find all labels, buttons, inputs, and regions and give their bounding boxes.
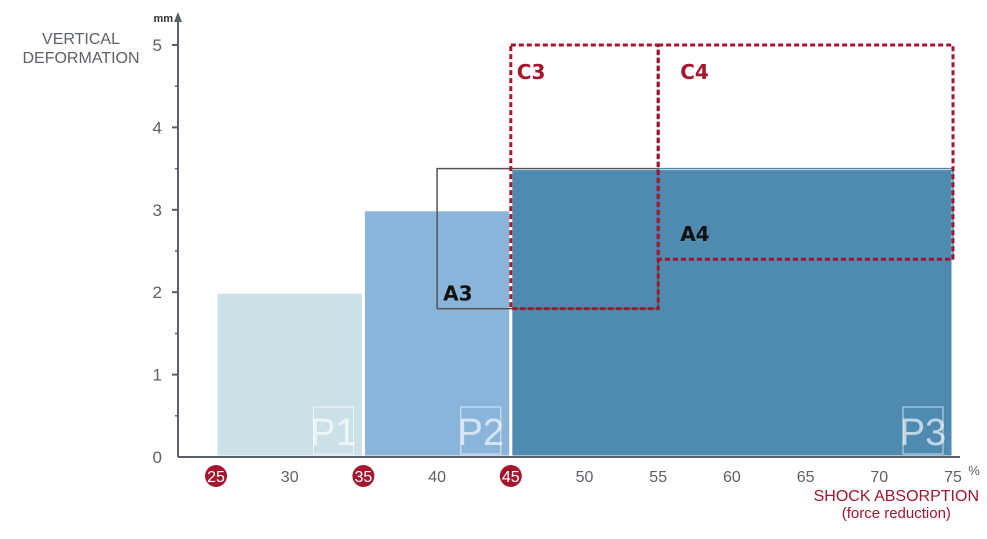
y-axis-title-line-1: VERTICAL <box>42 31 120 48</box>
region-c4-label: C4 <box>680 60 709 84</box>
x-tick-label-40: 40 <box>428 469 446 486</box>
y-tick-label-2: 2 <box>153 283 162 302</box>
x-tick-highlight-35 <box>352 465 375 487</box>
x-tick-label-25: 25 <box>207 469 225 486</box>
axes: mm% <box>153 12 980 478</box>
x-tick-highlight-45 <box>499 465 522 487</box>
x-axis-title: SHOCK ABSORPTION (force reduction) <box>814 488 979 522</box>
region-p3 <box>509 167 955 459</box>
region-p1 <box>214 290 365 459</box>
region-c3-label: C3 <box>517 60 546 84</box>
x-axis-title-line-1: SHOCK ABSORPTION <box>813 488 979 505</box>
y-tick-label-3: 3 <box>153 201 162 220</box>
region-c4 <box>656 43 955 261</box>
region-p3-label: P3 <box>900 412 946 454</box>
region-p2-label-box <box>460 406 502 455</box>
region-p2-label: P2 <box>458 412 504 454</box>
x-tick-label-35: 35 <box>355 469 373 486</box>
x-tick-label-50: 50 <box>576 469 594 486</box>
y-tick-label-0: 0 <box>153 448 162 467</box>
x-tick-label-70: 70 <box>870 469 888 486</box>
x-axis-title-line-2: (force reduction) <box>841 505 951 522</box>
x-tick-label-60: 60 <box>723 469 741 486</box>
y-tick-label-5: 5 <box>153 36 162 55</box>
region-a4-label: A4 <box>680 222 709 246</box>
region-p3-label-box <box>902 406 944 455</box>
region-p1-label-box <box>312 406 354 455</box>
x-tick-label-45: 45 <box>502 469 520 486</box>
y-axis-title: VERTICAL DEFORMATION <box>6 30 156 68</box>
x-tick-label-55: 55 <box>649 469 667 486</box>
y-axis-title-line-2: DEFORMATION <box>22 50 140 67</box>
y-tick-label-4: 4 <box>153 118 162 137</box>
region-labels: P1 P2 P3 A3 A4 C3 C4 <box>310 60 946 455</box>
region-a3-label: A3 <box>443 282 472 306</box>
y-axis-arrow <box>174 12 182 22</box>
x-axis-unit: % <box>968 463 980 478</box>
y-axis-unit: mm <box>153 13 173 25</box>
x-tick-label-65: 65 <box>797 469 815 486</box>
dashed-regions <box>509 43 955 311</box>
region-p1-label: P1 <box>310 412 356 454</box>
x-tick-highlight-25 <box>205 465 227 487</box>
x-tick-label-30: 30 <box>281 469 299 486</box>
y-tick-label-1: 1 <box>153 366 162 385</box>
x-tick-label-75: 75 <box>944 469 962 486</box>
region-c3 <box>509 43 660 311</box>
